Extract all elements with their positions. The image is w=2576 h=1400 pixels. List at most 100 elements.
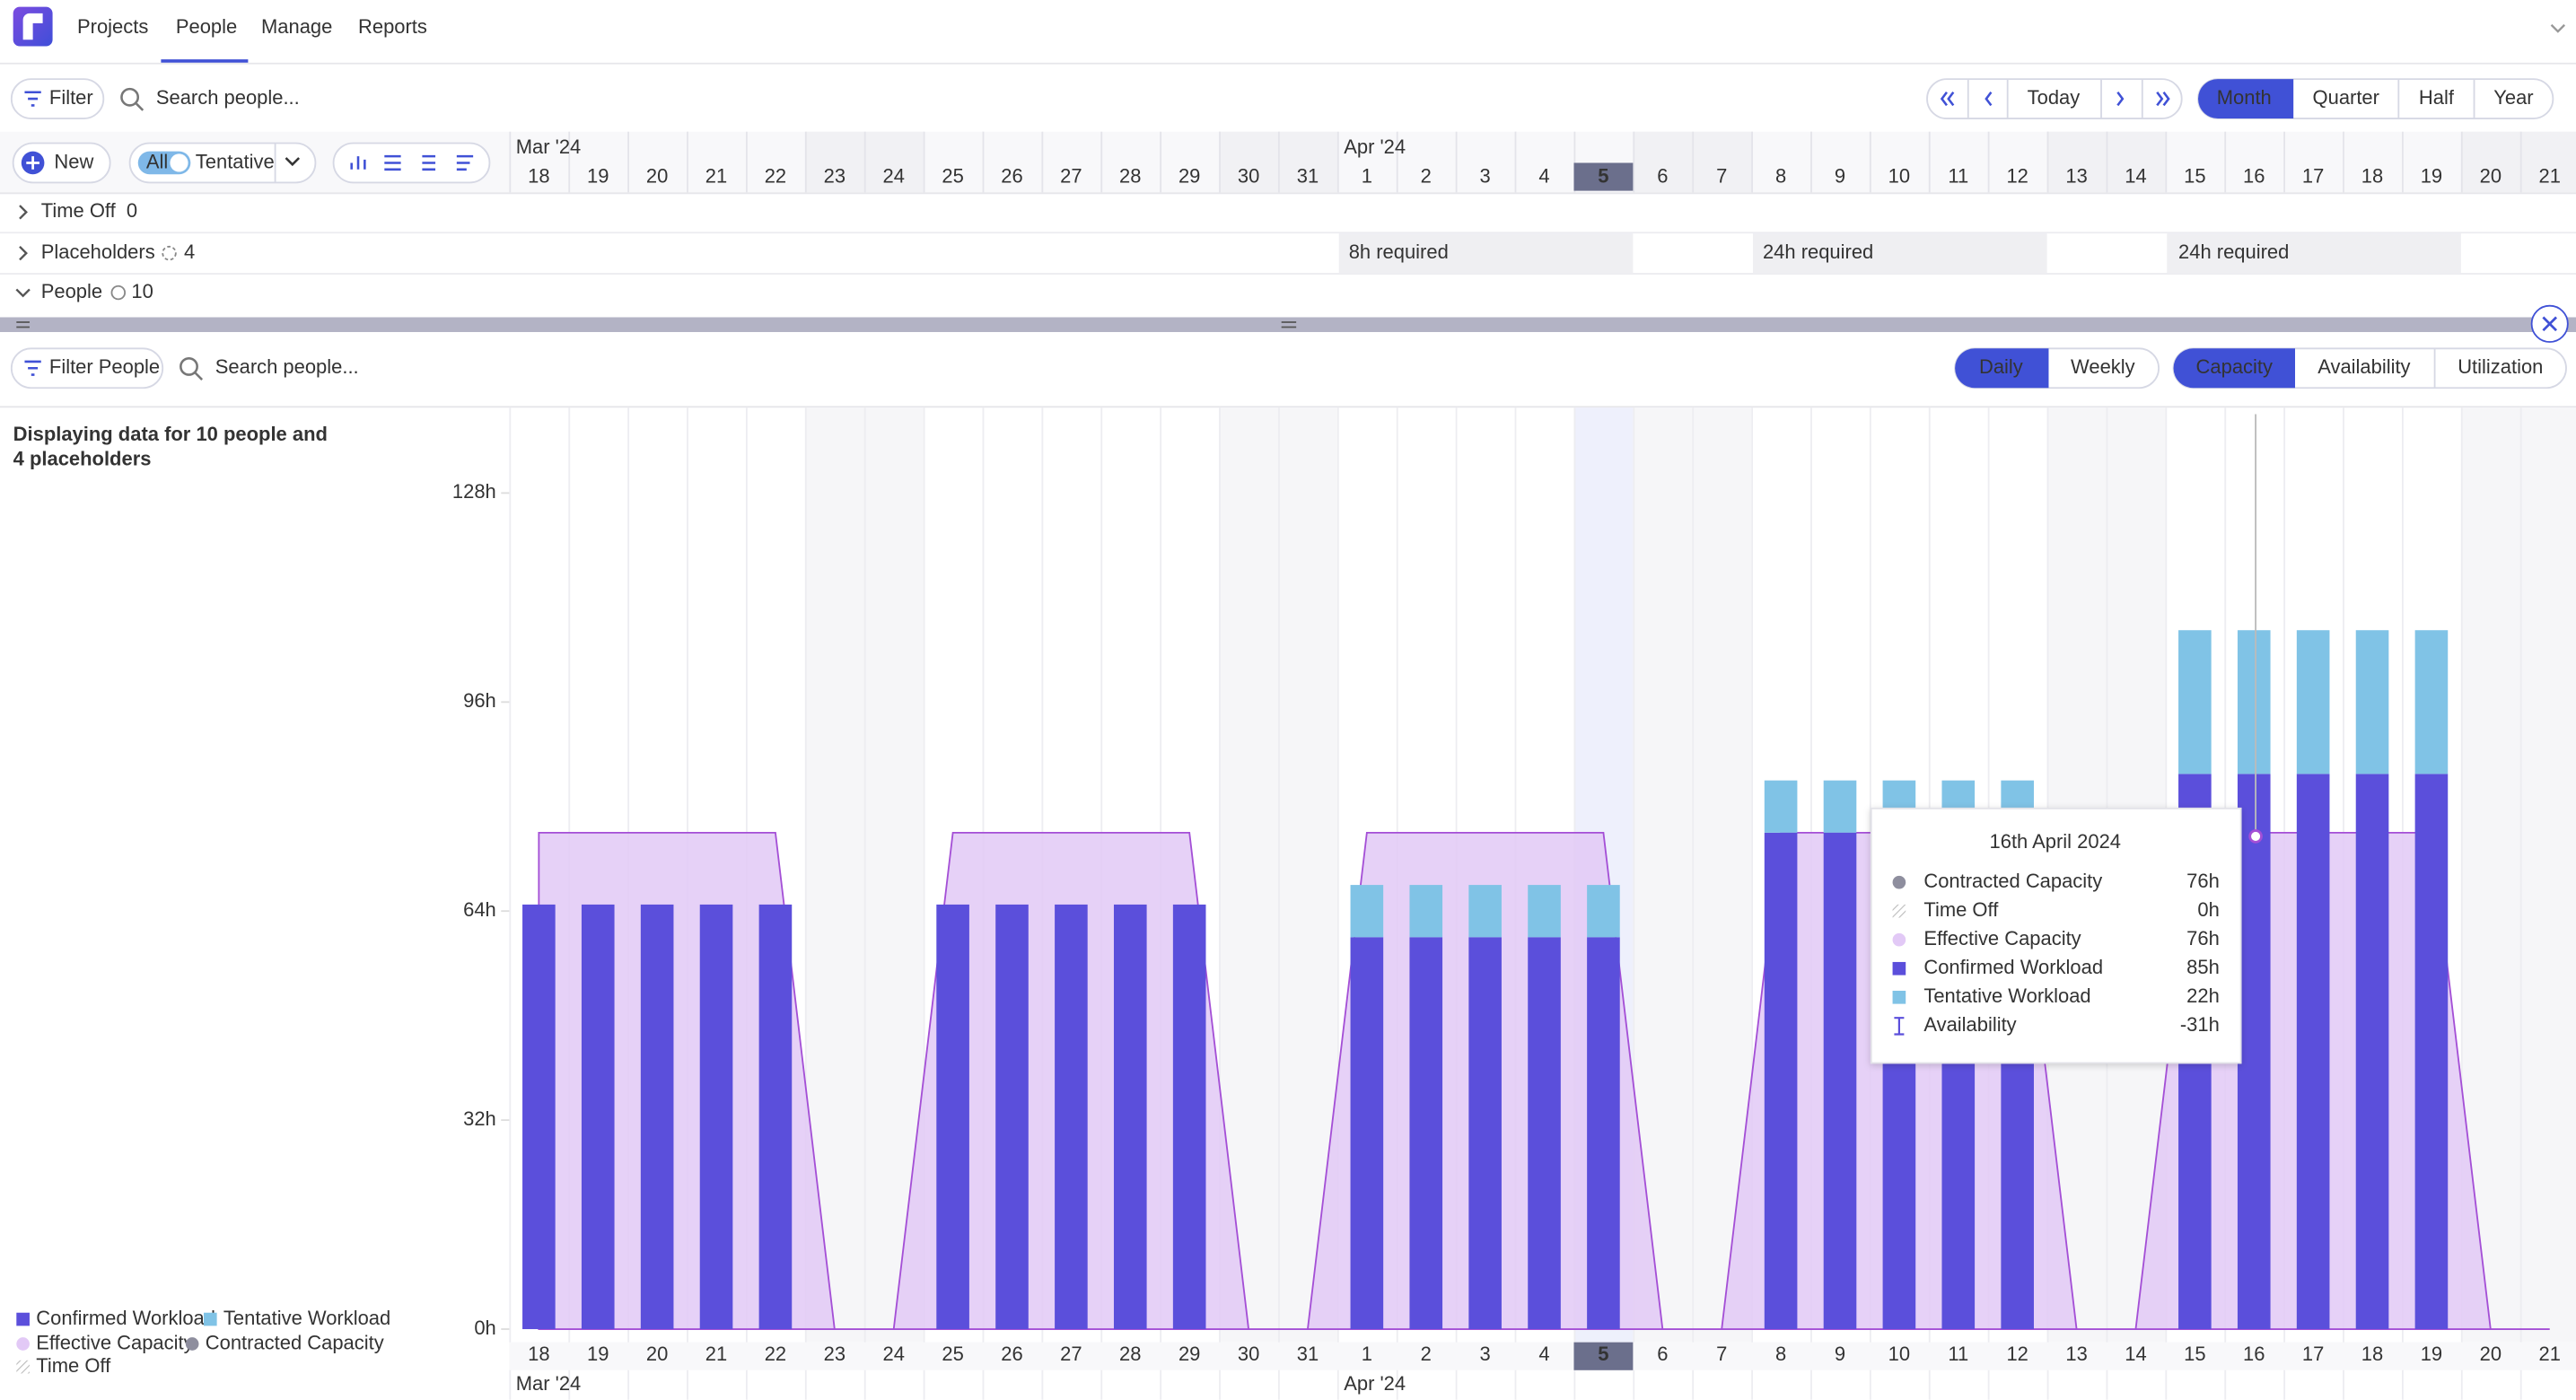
tooltip-value: 0h [2197,898,2219,921]
day-label: 20 [2480,165,2502,188]
view-option[interactable]: Half [2419,86,2455,109]
tooltip-icon [1892,990,1906,1004]
day-label: 12 [2006,1343,2028,1365]
row-count: 4 [184,241,195,263]
tentative-bar [1468,885,1502,938]
day-label: 22 [765,1343,786,1365]
row-label[interactable]: Time Off [41,199,117,222]
day-label: 24 [883,165,905,188]
summary-box: Displaying data for 10 people and 4 plac… [13,423,328,470]
icon-group [332,142,491,184]
nav-tab[interactable]: Projects [77,15,148,38]
x-axis-row [509,1342,2576,1370]
search-icon [120,87,140,107]
day-label: 20 [646,1343,668,1365]
y-tick-label: 32h [463,1107,496,1130]
weekend-column [2106,131,2166,193]
nav-tab[interactable]: People [176,15,237,38]
weekend-column [1219,131,1279,193]
tooltip-value: 76h [2186,927,2220,949]
day-label: 9 [1835,165,1845,188]
day-label: 19 [2421,165,2442,188]
day-label: 14 [2125,1343,2146,1365]
tooltip-label: Time Off [1923,898,1999,921]
confirmed-bar [640,904,674,1330]
weekend-column [1633,131,1693,193]
search-icon [136,102,145,111]
view-option[interactable]: Year [2493,86,2533,109]
day-label: 31 [1297,1343,1319,1365]
day-label: 17 [2302,1343,2324,1365]
tool-icons[interactable] [350,154,474,171]
filter-people-button[interactable] [10,347,164,389]
placeholder-icon [162,245,177,261]
mode-option[interactable]: Weekly [2071,355,2135,378]
weekend-column [2519,131,2576,193]
nav-tab[interactable]: Manage [261,15,332,38]
confirmed-bar [1528,937,1561,1330]
splitter[interactable] [0,317,2576,332]
confirmed-bar [1113,904,1147,1330]
nav-tab[interactable]: Reports [358,15,427,38]
today-marker [1573,162,1634,191]
metric-option[interactable]: Utilization [2458,355,2543,378]
confirmed-bar [1172,904,1206,1330]
day-label: 20 [2480,1343,2502,1365]
view-option[interactable]: Month [2217,86,2272,109]
tentative-bar [2237,630,2271,774]
tentative-bar [1587,885,1620,938]
day-label: 26 [1001,1343,1022,1365]
weekend-column [2046,131,2107,193]
metric-option[interactable]: Availability [2318,355,2410,378]
row-chevrons[interactable] [15,205,31,298]
day-label: 6 [1657,165,1668,188]
menu-chevron[interactable] [2550,23,2566,33]
day-label: 9 [1835,1343,1845,1365]
legend-swatch [16,1312,30,1326]
requirement-cells [1338,233,2461,274]
new-label: New [54,150,93,172]
tooltip-label: Confirmed Workload [1923,956,2103,978]
day-label: 26 [1001,165,1022,188]
weekend-column [1278,131,1337,193]
view-option[interactable]: Quarter [2313,86,2379,109]
mode-option[interactable]: Daily [1979,355,2023,378]
month-label: Mar '24 [516,136,582,158]
dropdown-chevron[interactable] [285,157,301,167]
date-nav [1926,78,2183,119]
tooltip-value: 85h [2186,956,2220,978]
day-label: 1 [1362,165,1372,188]
grip [16,321,1297,328]
confirmed-bar [2296,774,2330,1330]
row-label[interactable]: Placeholders [41,241,155,263]
day-label: 11 [1948,165,1968,188]
today-button[interactable]: Today [2028,86,2081,109]
day-label: 29 [1178,1343,1200,1365]
day-label: 18 [528,165,549,188]
metric-option[interactable]: Capacity [2196,355,2273,378]
day-label: 16 [2243,165,2265,188]
legend-label: Effective Capacity [36,1331,193,1353]
tooltip-label: Effective Capacity [1923,927,2081,949]
day-label: 27 [1060,1343,1082,1365]
day-label: 8 [1775,1343,1786,1365]
filter-button[interactable] [10,78,105,119]
day-label: 22 [765,165,786,188]
tooltip-value: -31h [2180,1013,2220,1036]
confirmed-bar [1468,937,1502,1330]
date-nav-arrows[interactable] [1940,91,2170,107]
day-label: 25 [942,1343,963,1365]
day-label: 5 [1598,165,1608,188]
day-label: 15 [2184,1343,2205,1365]
legend-label: Contracted Capacity [206,1331,384,1353]
confirmed-bar [1055,904,1088,1330]
confirmed-bar [699,904,733,1330]
day-label: 4 [1538,1343,1549,1365]
day-label: 20 [646,165,668,188]
today-marker [1573,1342,1634,1370]
close-icon [2542,316,2558,332]
search-input: Search people... [215,355,359,378]
day-label: 7 [1716,1343,1727,1365]
row-label[interactable]: People [41,280,102,302]
month-label: Apr '24 [1344,1372,1406,1395]
